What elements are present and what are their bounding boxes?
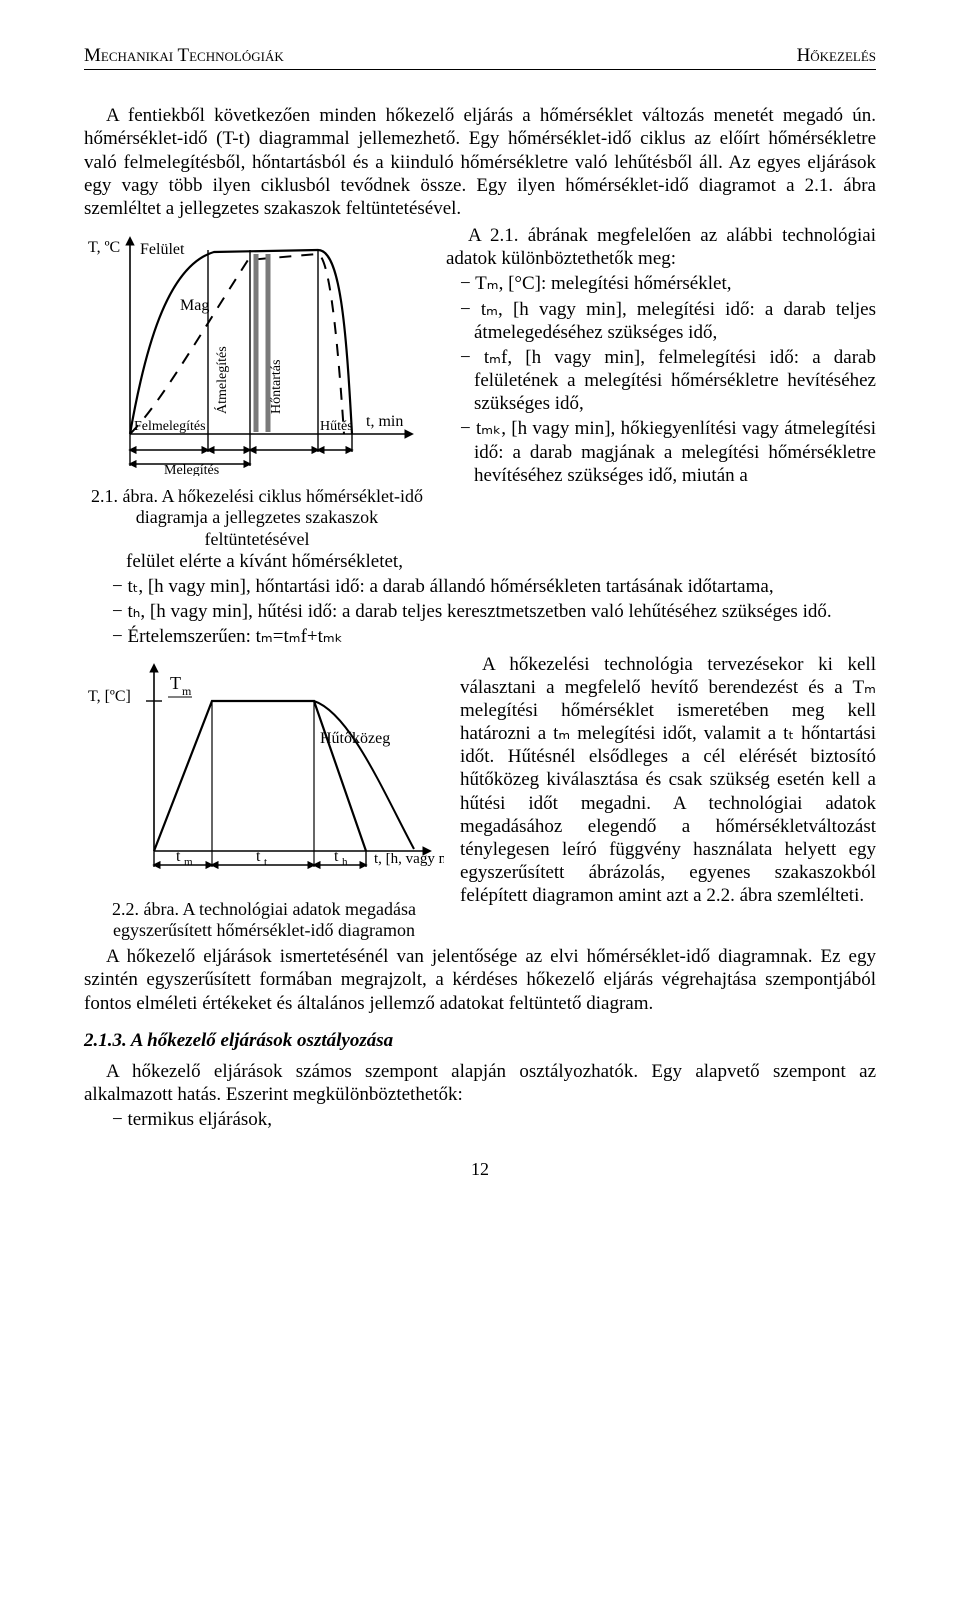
right-intro: A 2.1. ábrának megfelelően az alábbi tec… xyxy=(446,224,876,270)
intro-paragraph: A fentiekből következően minden hőkezelő… xyxy=(84,104,876,220)
running-head: Mechanikai Technológiák Hőkezelés xyxy=(84,44,876,70)
list-item: tₕ, [h vagy min], hűtési idő: a darab te… xyxy=(112,600,876,623)
after-fig-line: felület elérte a kívánt hőmérsékletet, xyxy=(126,550,876,573)
list-item: tₘf, [h vagy min], felmelegítési idő: a … xyxy=(460,346,876,416)
svg-text:t: t xyxy=(176,848,181,865)
svg-text:T: T xyxy=(170,673,181,693)
svg-text:Melegítés: Melegítés xyxy=(164,463,219,476)
figure-2-1-caption: 2.1. ábra. A hőkezelési ciklus hőmérsékl… xyxy=(84,486,430,550)
para-right-2: A hőkezelési technológia tervezésekor ki… xyxy=(460,653,876,908)
runhead-left: Mechanikai Technológiák xyxy=(84,44,284,67)
svg-text:Felmelegítés: Felmelegítés xyxy=(134,419,206,434)
list-item: Tₘ, [°C]: melegítési hőmérséklet, xyxy=(460,272,876,295)
svg-text:Átmelegítés: Átmelegítés xyxy=(213,346,230,414)
svg-text:T, [ºC]: T, [ºC] xyxy=(88,688,131,705)
svg-text:T, ºC: T, ºC xyxy=(88,239,120,256)
right-column-1: A 2.1. ábrának megfelelően az alábbi tec… xyxy=(446,224,876,489)
section-paragraph: A hőkezelő eljárások számos szempont ala… xyxy=(84,1060,876,1106)
para-full: A hőkezelő eljárások ismertetésénél van … xyxy=(84,945,876,1015)
figure-2-2-caption: 2.2. ábra. A technológiai adatok megadás… xyxy=(84,899,444,941)
page-number: 12 xyxy=(84,1159,876,1181)
tech-data-list: Tₘ, [°C]: melegítési hőmérséklet, tₘ, [h… xyxy=(446,272,876,487)
svg-text:Felület: Felület xyxy=(140,241,185,258)
wide-list: tₜ, [h vagy min], hőntartási idő: a dara… xyxy=(84,575,876,649)
list-item: tₘₖ, [h vagy min], hőkiegyenlítési vagy … xyxy=(460,417,876,487)
svg-text:Mag: Mag xyxy=(180,297,209,314)
section-list: termikus eljárások, xyxy=(84,1108,876,1131)
svg-text:m: m xyxy=(182,684,192,698)
list-item: tₘ, [h vagy min], melegítési idő: a dara… xyxy=(460,298,876,344)
list-item: Értelemszerűen: tₘ=tₘf+tₘₖ xyxy=(112,625,876,648)
svg-text:Hőntartás: Hőntartás xyxy=(269,360,284,414)
svg-text:h: h xyxy=(342,856,348,868)
runhead-right: Hőkezelés xyxy=(797,44,876,67)
svg-text:Hűtés: Hűtés xyxy=(320,419,353,434)
svg-text:m: m xyxy=(184,856,193,868)
svg-text:t, [h, vagy min]: t, [h, vagy min] xyxy=(374,851,444,867)
list-item: tₜ, [h vagy min], hőntartási idő: a dara… xyxy=(112,575,876,598)
svg-text:t: t xyxy=(334,848,339,865)
figure-2-1: T, ºC Felület Mag Felmelegítés Átmelegít… xyxy=(84,224,430,476)
figure-2-2: T, [ºC] T m Hűtőközeg tm tt th t, [h, va… xyxy=(84,653,444,889)
list-item: termikus eljárások, xyxy=(112,1108,876,1131)
svg-text:t: t xyxy=(264,856,267,868)
svg-text:t, min: t, min xyxy=(366,413,403,430)
svg-text:Hűtőközeg: Hűtőközeg xyxy=(320,730,390,747)
right-column-2: A hőkezelési technológia tervezésekor ki… xyxy=(460,653,876,910)
svg-text:t: t xyxy=(256,848,261,865)
section-heading: 2.1.3. A hőkezelő eljárások osztályozása xyxy=(84,1029,876,1052)
